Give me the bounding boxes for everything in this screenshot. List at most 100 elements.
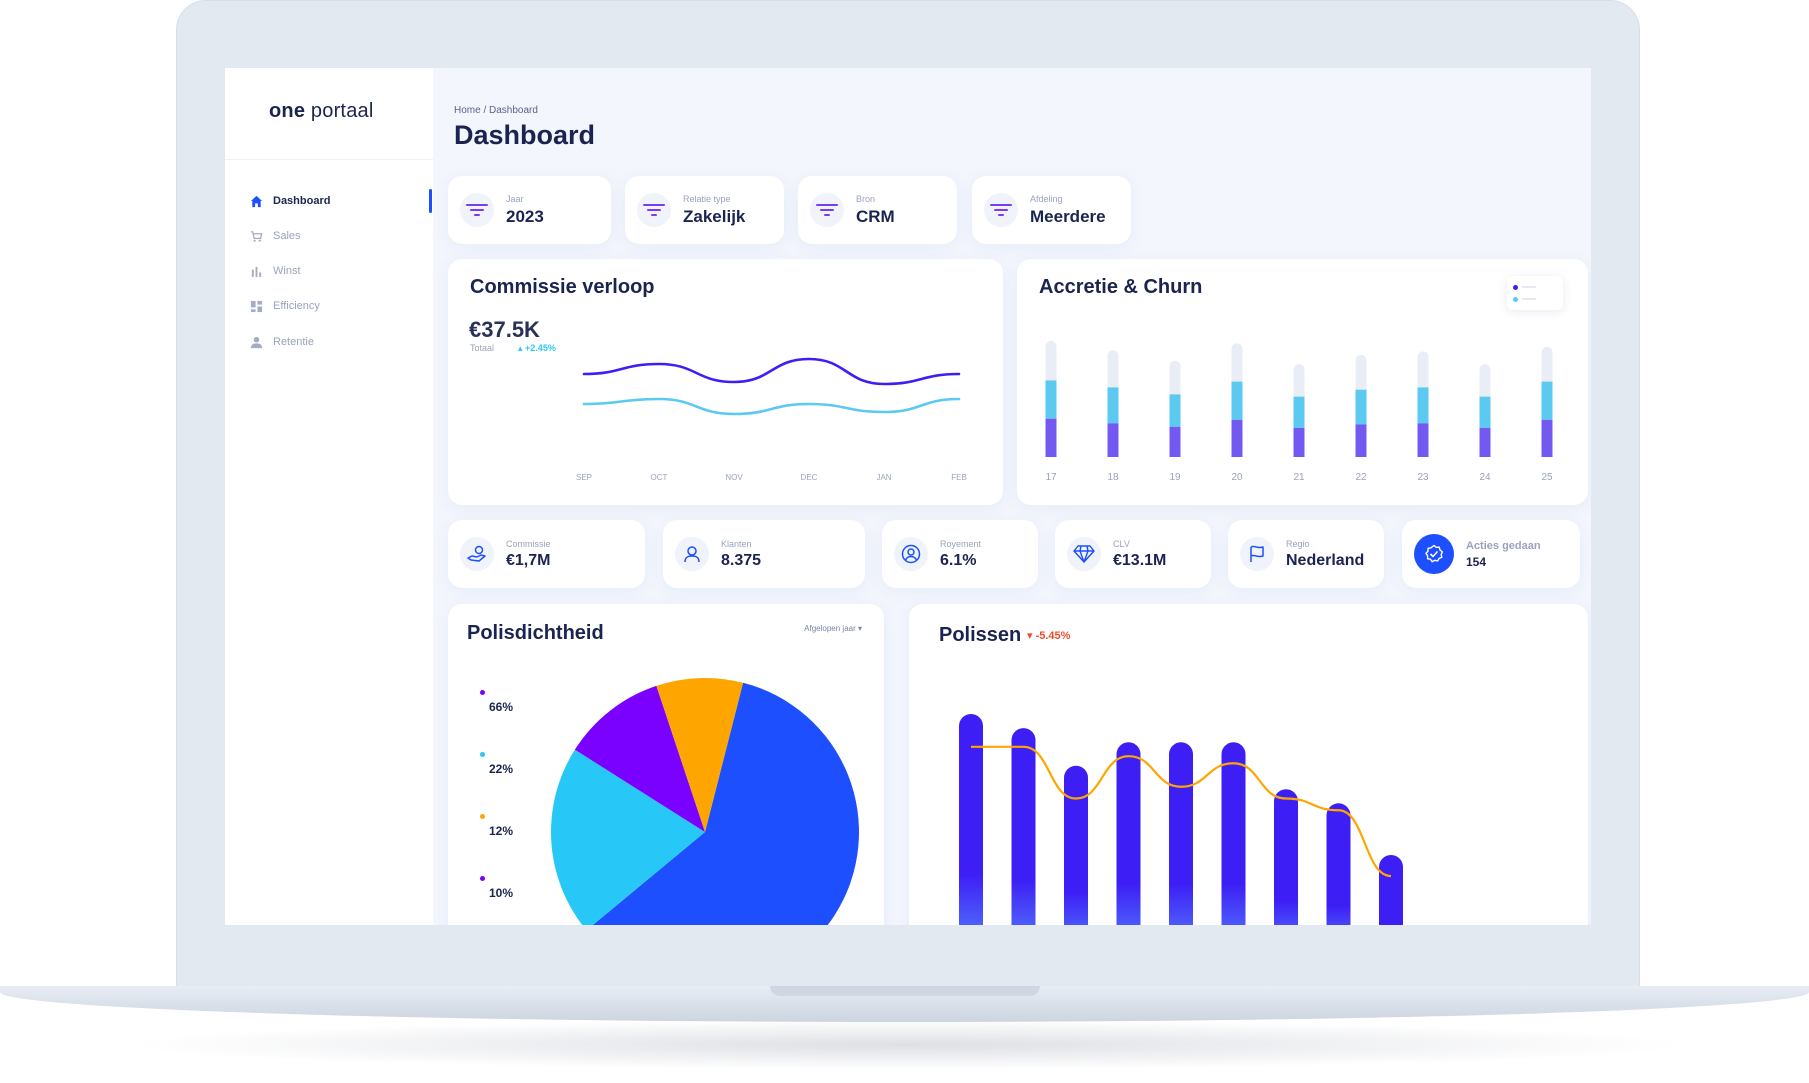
polissen-bar bbox=[1274, 789, 1298, 925]
filter-bron[interactable]: Bron CRM bbox=[798, 176, 957, 244]
polissen-bar bbox=[1064, 765, 1088, 925]
x-tick-label: NOV bbox=[725, 473, 743, 482]
stat-label: CLV bbox=[1113, 538, 1130, 549]
stat-clv[interactable]: CLV €13.1M bbox=[1055, 520, 1211, 588]
bar-churn bbox=[1541, 419, 1553, 457]
filter-icon bbox=[460, 193, 494, 227]
polisdichtheid-card: Polisdichtheid Afgelopen jaar ▾ 66% 22% 12… bbox=[448, 604, 884, 925]
filter-label: Afdeling bbox=[1030, 193, 1063, 204]
commissie-total-label: Totaal bbox=[470, 343, 495, 353]
stat-value: 154 bbox=[1466, 554, 1487, 569]
pie-legend: 66% 22% 12% 10% bbox=[480, 690, 513, 925]
bar-churn bbox=[1355, 424, 1367, 457]
legend-dot bbox=[1513, 284, 1518, 290]
legend-dot bbox=[480, 814, 485, 819]
bar-churn bbox=[1417, 423, 1429, 457]
stat-label: Commissie bbox=[506, 538, 551, 549]
legend-dot bbox=[480, 876, 485, 881]
home-icon bbox=[249, 194, 263, 208]
stat-klanten[interactable]: Klanten 8.375 bbox=[663, 520, 865, 588]
polisdichtheid-pie-chart bbox=[551, 678, 859, 925]
breadcrumb[interactable]: Home / Dashboard bbox=[454, 105, 538, 116]
filter-jaar[interactable]: Jaar 2023 bbox=[448, 176, 611, 244]
x-tick-label: 23 bbox=[1417, 472, 1429, 483]
legend-dot bbox=[480, 752, 485, 757]
card-title: Polisdichtheid bbox=[467, 622, 604, 644]
legend-percentage: 10% bbox=[489, 886, 514, 900]
filter-relatie-type[interactable]: Relatie type Zakelijk bbox=[625, 176, 784, 244]
laptop-shadow bbox=[120, 1020, 1690, 1070]
sidebar-item-label: Sales bbox=[273, 230, 301, 242]
polissen-bar-chart bbox=[959, 714, 1403, 925]
x-tick-label: 21 bbox=[1293, 472, 1305, 483]
x-tick-label: 22 bbox=[1355, 472, 1367, 483]
bar-accretie bbox=[1417, 387, 1429, 424]
x-tick-label: SEP bbox=[576, 473, 592, 482]
filter-value: CRM bbox=[856, 206, 895, 226]
bar-accretie bbox=[1169, 394, 1181, 427]
stat-commissie[interactable]: Commissie €1,7M bbox=[448, 520, 645, 588]
sidebar-item-retentie[interactable]: Retentie bbox=[249, 330, 314, 354]
stat-regio[interactable]: Regio Nederland bbox=[1228, 520, 1384, 588]
legend-percentage: 66% bbox=[489, 700, 514, 714]
sidebar-item-efficiency[interactable]: Efficiency bbox=[249, 294, 320, 318]
cart-icon bbox=[249, 229, 263, 243]
x-tick-label: 19 bbox=[1169, 472, 1181, 483]
filter-value: Meerdere bbox=[1030, 206, 1106, 226]
polissen-card: Polissen ▾ -5.45% bbox=[909, 604, 1588, 925]
filter-label: Bron bbox=[856, 193, 876, 204]
legend-dot bbox=[1513, 296, 1518, 302]
stat-label: Royement bbox=[940, 538, 982, 549]
legend-percentage: 12% bbox=[489, 824, 514, 838]
bar-churn bbox=[1169, 426, 1181, 457]
chart-legend bbox=[1507, 276, 1563, 310]
pie-legend-item: 10% bbox=[480, 876, 513, 925]
bar-accretie bbox=[1231, 381, 1243, 420]
sidebar-item-label: Efficiency bbox=[273, 300, 320, 312]
bar-churn bbox=[1231, 419, 1243, 457]
stat-value: €1,7M bbox=[506, 551, 551, 569]
sidebar-item-dashboard[interactable]: Dashboard bbox=[249, 189, 330, 213]
x-tick-label: 20 bbox=[1231, 472, 1243, 483]
legend-percentage: 22% bbox=[489, 762, 514, 776]
period-dropdown[interactable]: Afgelopen jaar ▾ bbox=[804, 624, 862, 633]
logo[interactable]: one portaal bbox=[269, 100, 374, 122]
polissen-bar bbox=[1379, 855, 1403, 925]
pie-slice bbox=[656, 678, 744, 832]
pie-slice bbox=[592, 682, 859, 925]
filter-label: Relatie type bbox=[683, 193, 731, 204]
polissen-bar bbox=[1116, 742, 1141, 925]
flag-icon bbox=[1240, 537, 1274, 571]
stat-label: Klanten bbox=[721, 538, 752, 549]
series-line-1 bbox=[582, 357, 961, 386]
user-circle-icon bbox=[894, 537, 928, 571]
commissie-total: €37.5K bbox=[469, 317, 540, 342]
stat-value: 6.1% bbox=[940, 551, 977, 569]
laptop-notch bbox=[770, 986, 1040, 996]
stat-value: 8.375 bbox=[721, 551, 762, 569]
bar-accretie bbox=[1541, 381, 1553, 420]
sidebar-item-sales[interactable]: Sales bbox=[249, 224, 301, 248]
page-title: Dashboard bbox=[454, 120, 596, 150]
polissen-bar bbox=[1221, 742, 1246, 925]
x-tick-label: 18 bbox=[1107, 472, 1119, 483]
legend-item bbox=[1513, 293, 1557, 305]
stat-royement[interactable]: Royement 6.1% bbox=[882, 520, 1038, 588]
sidebar-item-winst[interactable]: Winst bbox=[249, 259, 301, 283]
stat-acties[interactable]: Acties gedaan 154 bbox=[1402, 520, 1580, 588]
bar-churn bbox=[1045, 418, 1057, 457]
filter-afdeling[interactable]: Afdeling Meerdere bbox=[972, 176, 1131, 244]
hand-coin-icon bbox=[460, 537, 494, 571]
polissen-bar bbox=[959, 714, 983, 925]
filter-value: 2023 bbox=[506, 206, 544, 226]
active-indicator bbox=[429, 189, 432, 213]
bar-accretie bbox=[1107, 387, 1119, 424]
bar-accretie bbox=[1293, 396, 1305, 428]
bar-accretie bbox=[1355, 389, 1367, 425]
stat-label: Acties gedaan bbox=[1466, 539, 1541, 552]
stat-value: €13.1M bbox=[1113, 551, 1167, 569]
divider bbox=[225, 159, 433, 160]
filter-label: Jaar bbox=[506, 193, 524, 204]
card-title: Commissie verloop bbox=[470, 276, 655, 298]
sidebar-item-label: Retentie bbox=[273, 336, 314, 348]
